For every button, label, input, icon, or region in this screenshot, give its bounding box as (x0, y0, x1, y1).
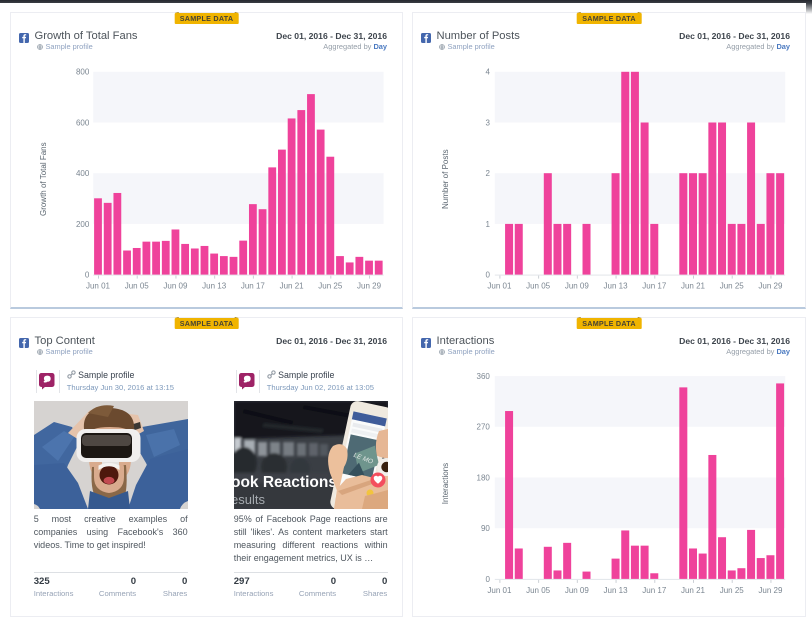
svg-text:Jun 13: Jun 13 (202, 282, 227, 291)
svg-text:0: 0 (485, 271, 490, 280)
svg-text:Jun 29: Jun 29 (758, 282, 783, 291)
svg-text:Interactions: Interactions (441, 463, 450, 504)
svg-text:800: 800 (76, 68, 90, 77)
svg-text:Jun 05: Jun 05 (526, 282, 551, 291)
svg-text:Jun 01: Jun 01 (86, 282, 111, 291)
svg-text:2: 2 (485, 169, 490, 178)
svg-text:200: 200 (76, 220, 90, 229)
svg-text:Jun 25: Jun 25 (720, 282, 745, 291)
svg-text:Jun 29: Jun 29 (758, 586, 783, 595)
svg-text:180: 180 (477, 473, 491, 482)
svg-text:1: 1 (485, 220, 490, 229)
svg-text:Jun 17: Jun 17 (241, 282, 266, 291)
svg-text:0: 0 (85, 271, 90, 280)
svg-text:90: 90 (481, 524, 490, 533)
svg-text:Jun 21: Jun 21 (280, 282, 305, 291)
svg-text:Jun 21: Jun 21 (681, 282, 706, 291)
svg-text:Jun 09: Jun 09 (565, 586, 590, 595)
svg-text:Jun 25: Jun 25 (720, 586, 745, 595)
svg-text:Jun 01: Jun 01 (487, 586, 512, 595)
svg-text:270: 270 (477, 423, 491, 432)
svg-text:Jun 01: Jun 01 (487, 282, 512, 291)
svg-text:3: 3 (485, 118, 490, 127)
svg-text:ook Reactions: ook Reactions (234, 474, 337, 491)
svg-text:Growth of Total Fans: Growth of Total Fans (39, 142, 48, 216)
svg-text:Jun 05: Jun 05 (526, 586, 551, 595)
svg-text:600: 600 (76, 118, 90, 127)
svg-text:Jun 05: Jun 05 (125, 282, 150, 291)
svg-text:Jun 25: Jun 25 (318, 282, 343, 291)
svg-text:esults: esults (234, 492, 265, 507)
svg-text:0: 0 (485, 575, 490, 584)
svg-text:Jun 13: Jun 13 (604, 586, 629, 595)
svg-text:4: 4 (485, 68, 490, 77)
svg-text:Jun 09: Jun 09 (163, 282, 188, 291)
svg-text:Jun 21: Jun 21 (681, 586, 706, 595)
svg-text:Jun 17: Jun 17 (642, 282, 667, 291)
svg-text:Jun 13: Jun 13 (604, 282, 629, 291)
svg-text:Jun 29: Jun 29 (357, 282, 382, 291)
svg-text:360: 360 (477, 372, 491, 381)
svg-text:400: 400 (76, 169, 90, 178)
svg-text:Jun 17: Jun 17 (642, 586, 667, 595)
svg-text:Jun 09: Jun 09 (565, 282, 590, 291)
svg-text:Number of Posts: Number of Posts (441, 149, 450, 209)
